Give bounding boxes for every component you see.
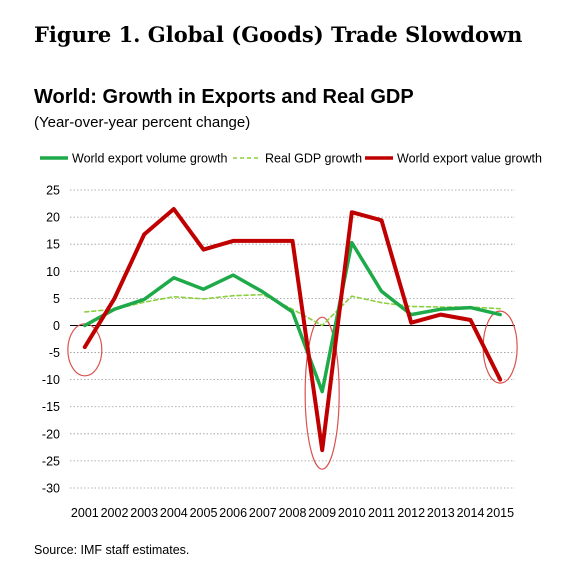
highlight-ellipse-2015 [482,310,518,384]
series-line-0 [83,240,502,394]
highlight-ellipses [67,310,518,470]
x-tick-label: 2001 [71,506,99,520]
x-tick-label: 2008 [279,506,307,520]
legend-label-2: World export value growth [397,152,542,166]
legend: World export volume growth Real GDP growt… [40,152,542,166]
x-tick-label: 2003 [130,506,158,520]
highlight-ellipse-2001 [67,323,103,377]
x-tick-label: 2010 [338,506,366,520]
x-tick-label: 2011 [368,506,395,520]
chart-subtitle: (Year-over-year percent change) [34,114,251,131]
legend-label-1: Real GDP growth [265,152,362,166]
x-tick-label: 2005 [190,506,218,520]
y-tick-label: 25 [46,184,60,198]
y-tick-label: -10 [42,373,60,387]
y-tick-label: -30 [42,482,60,496]
x-tick-label: 2012 [397,506,425,520]
x-tick-label: 2014 [457,506,485,520]
y-tick-label: 5 [53,292,60,306]
y-tick-label: -20 [42,427,60,441]
figure-title: Figure 1. Global (Goods) Trade Slowdown [34,22,523,47]
chart-title: World: Growth in Exports and Real GDP [34,86,414,108]
y-tick-label: 15 [46,238,60,252]
y-tick-label: -25 [42,454,60,468]
x-tick-label: 2002 [101,506,129,520]
y-tick-label: 0 [53,319,60,333]
series-line-1 [84,293,502,327]
y-tick-label: -5 [49,346,60,360]
x-tick-label: 2013 [427,506,455,520]
y-tick-label: -15 [42,400,60,414]
x-tick-label: 2015 [486,506,514,520]
source-note: Source: IMF staff estimates. [34,543,190,557]
x-tick-label: 2007 [249,506,277,520]
highlight-ellipse-2009 [304,316,340,470]
y-tick-label: 10 [46,265,60,279]
series-lines [82,207,503,453]
grid [70,189,515,489]
y-tick-label: 20 [46,211,60,225]
series-line-2 [82,207,503,453]
x-tick-label: 2006 [219,506,247,520]
x-tick-label: 2004 [160,506,188,520]
legend-label-0: World export volume growth [72,152,227,166]
x-tick-label: 2009 [308,506,336,520]
